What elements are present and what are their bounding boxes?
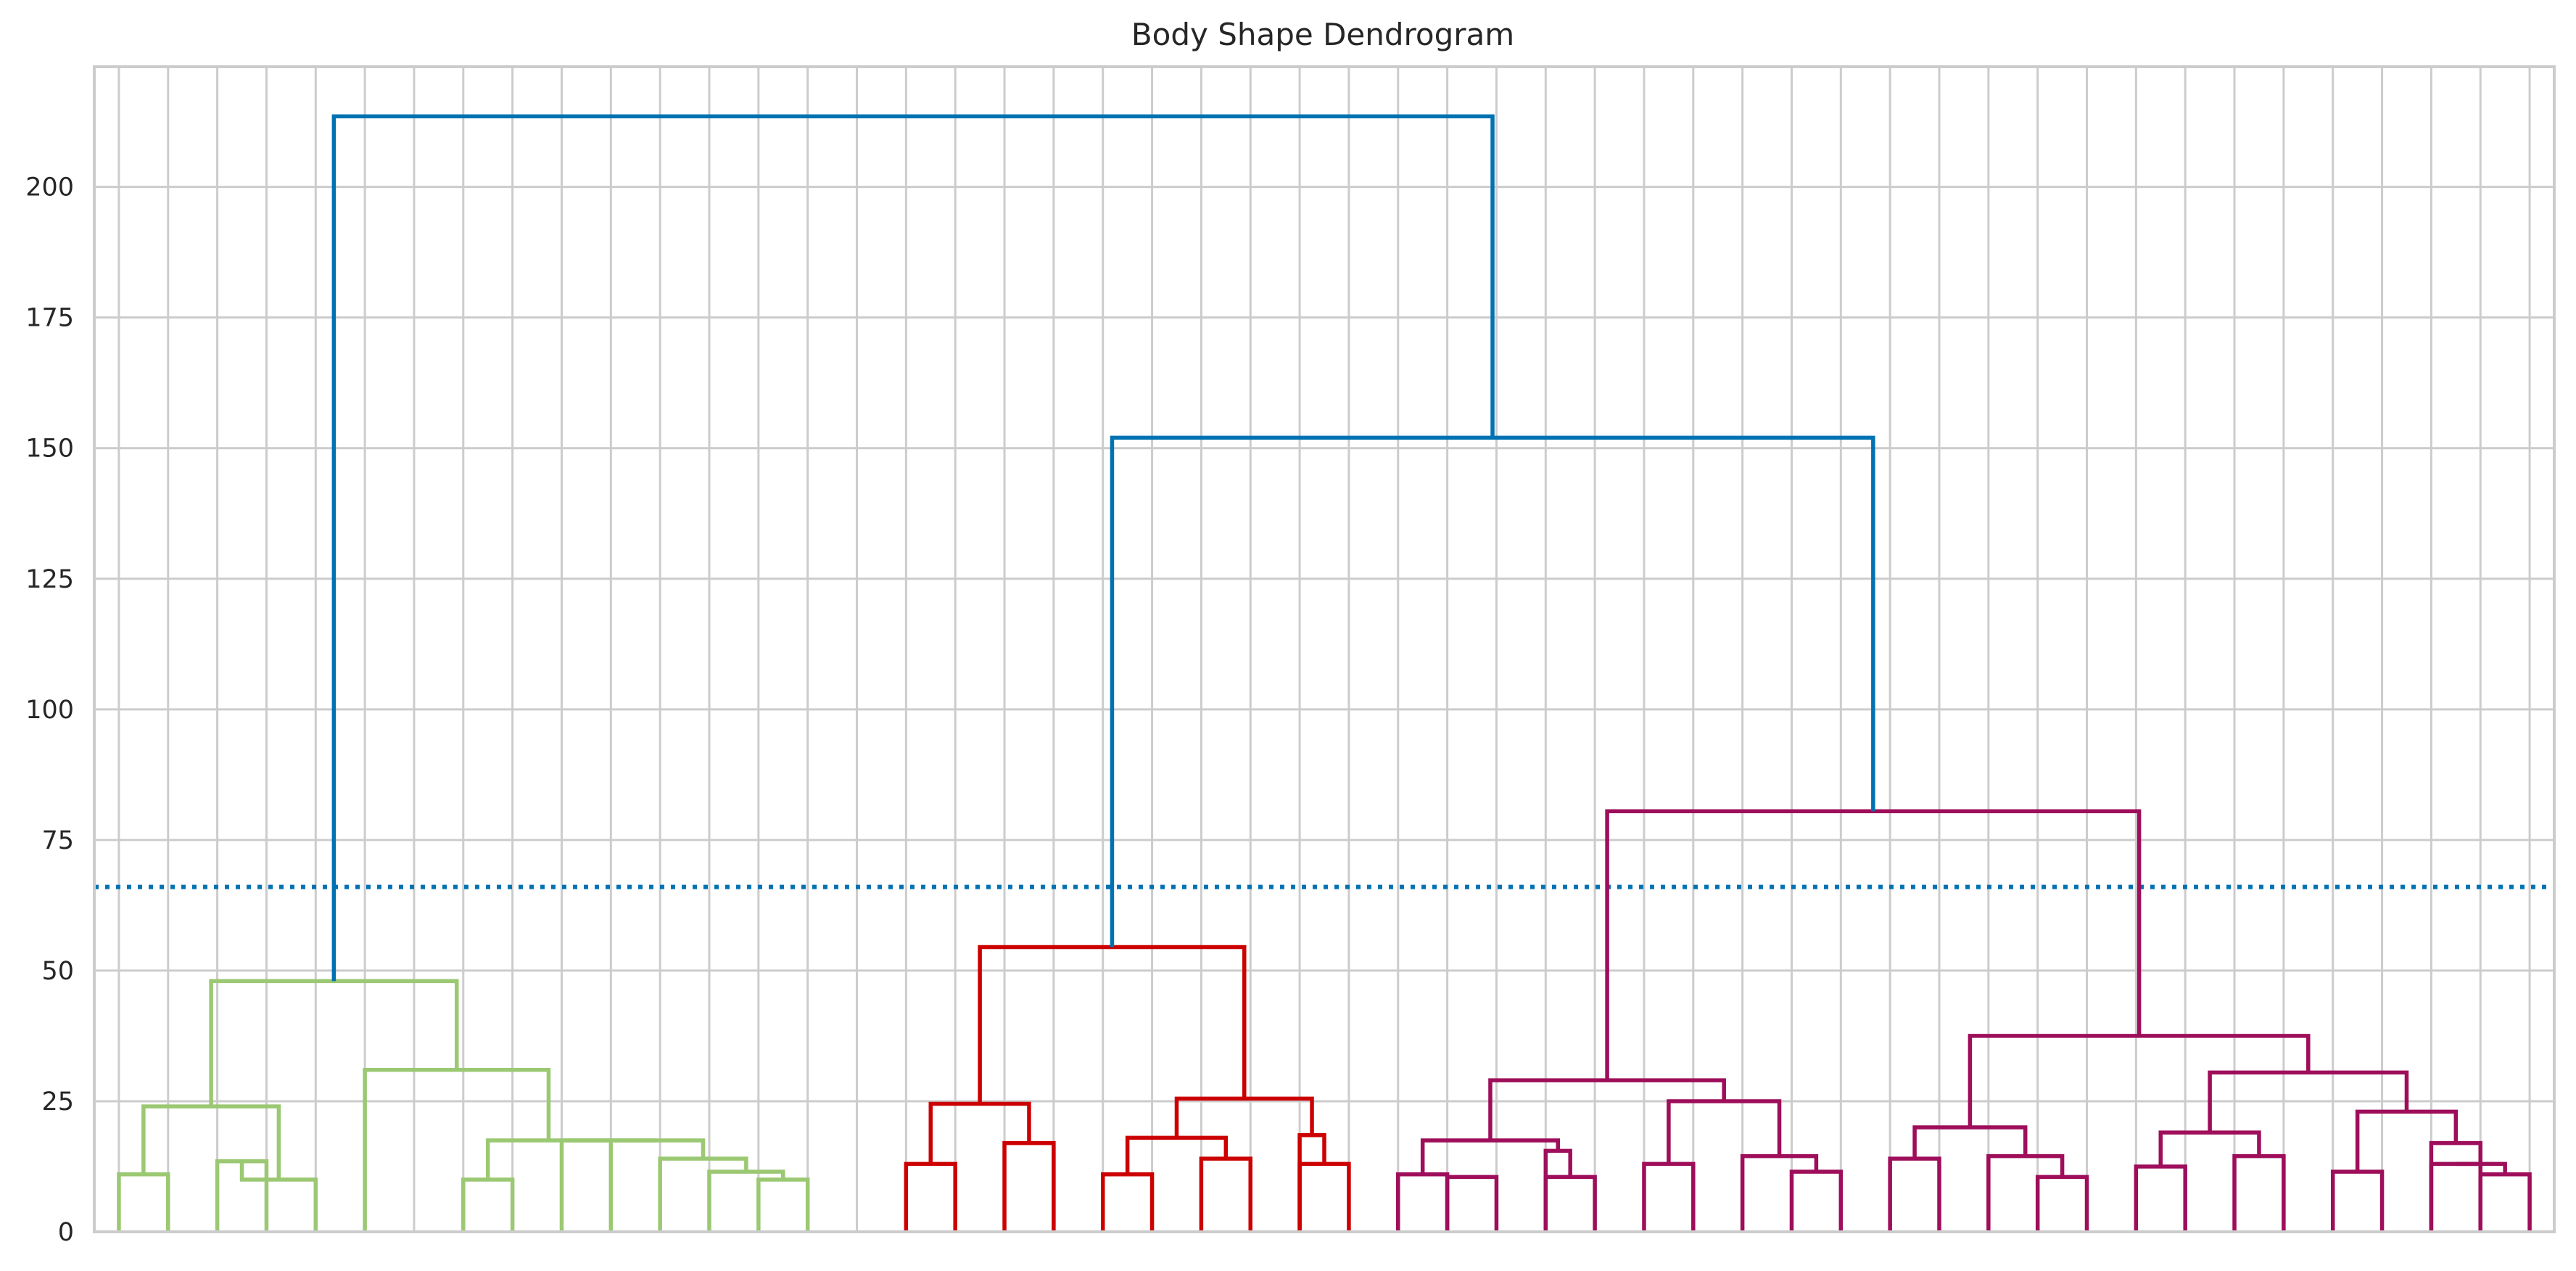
y-tick-label: 75 — [41, 826, 74, 855]
dendrogram-link — [485, 1138, 610, 1180]
links-layer — [117, 114, 2532, 1232]
dendrogram-link — [2429, 1140, 2482, 1232]
y-tick-label: 200 — [25, 173, 74, 202]
dendrogram-link — [1667, 1099, 1782, 1164]
y-tick-label: 100 — [25, 696, 74, 725]
dendrogram-link — [1297, 1133, 1326, 1232]
dendrogram-link — [2456, 1161, 2507, 1175]
dendrogram-link — [1789, 1169, 1844, 1232]
dendrogram-link — [2158, 1130, 2261, 1167]
y-tick-label: 0 — [58, 1218, 74, 1247]
dendrogram-link — [1642, 1161, 1696, 1232]
dendrogram-link — [331, 114, 1495, 982]
dendrogram-link — [2330, 1169, 2385, 1232]
dendrogram-link — [1605, 809, 2142, 1081]
chart-title: Body Shape Dendrogram — [1131, 17, 1514, 52]
y-tick-label: 25 — [41, 1087, 74, 1116]
y-tick-label: 50 — [41, 957, 74, 986]
y-tick-label: 125 — [25, 565, 74, 594]
y-tick-label: 175 — [25, 304, 74, 333]
dendrogram-link — [1002, 1140, 1056, 1232]
dendrogram-link — [2355, 1109, 2459, 1172]
dendrogram-link — [1420, 1138, 1560, 1175]
dendrogram-link — [1445, 1175, 1499, 1232]
dendrogram-link — [1125, 1135, 1229, 1175]
dendrogram-link — [904, 1161, 957, 1232]
dendrogram-link — [928, 1101, 1031, 1164]
dendrogram-link — [2134, 1164, 2187, 1232]
dendrogram-link — [707, 1169, 785, 1232]
dendrogram-link — [1488, 1078, 1726, 1140]
plot-frame — [93, 65, 2556, 1233]
dendrogram-link — [141, 1104, 281, 1180]
dendrogram-link — [2208, 1070, 2409, 1133]
y-tick-labels: 0 25 50 75 100 125 150 175 200 — [25, 173, 74, 1247]
y-tick-label: 150 — [25, 435, 74, 464]
